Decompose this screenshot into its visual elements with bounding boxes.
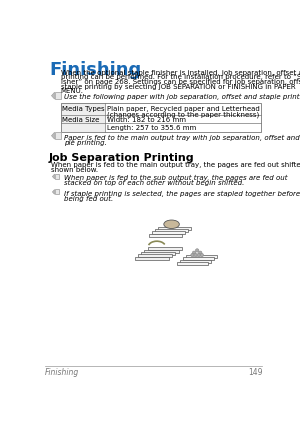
Bar	[158, 227, 191, 230]
Text: Job Separation Printing: Job Separation Printing	[49, 153, 195, 162]
Polygon shape	[52, 133, 55, 140]
Text: When the optional staple finisher is installed, job separation, offset and stapl: When the optional staple finisher is ins…	[61, 69, 300, 75]
Text: MENU.: MENU.	[61, 88, 84, 94]
Text: When paper is fed to the main output tray, the pages are fed out shifted as: When paper is fed to the main output tra…	[52, 162, 300, 168]
Bar	[145, 250, 178, 253]
Circle shape	[194, 254, 197, 257]
Text: (changes according to the paper thickness): (changes according to the paper thicknes…	[107, 111, 260, 118]
Bar	[186, 256, 217, 259]
Bar	[55, 133, 61, 140]
Bar	[177, 262, 208, 265]
Text: Length: 257 to 355.6 mm: Length: 257 to 355.6 mm	[107, 125, 196, 131]
Bar	[55, 190, 59, 195]
Text: Plain paper, Recycled paper and Letterhead: Plain paper, Recycled paper and Letterhe…	[107, 106, 260, 112]
Bar	[141, 252, 175, 256]
Text: Paper is fed to the main output tray with job separation, offset and sta-: Paper is fed to the main output tray wit…	[64, 134, 300, 140]
Text: Media Size: Media Size	[62, 117, 100, 123]
Circle shape	[195, 249, 199, 253]
Text: Use the following paper with job separation, offset and staple printing.: Use the following paper with job separat…	[64, 94, 300, 100]
Bar	[180, 260, 211, 263]
Text: ple printing.: ple printing.	[64, 139, 107, 145]
Bar	[148, 248, 182, 251]
Text: stacked on top of each other without begin shifted.: stacked on top of each other without beg…	[64, 180, 244, 186]
Ellipse shape	[164, 221, 179, 229]
Circle shape	[199, 251, 202, 255]
Bar	[138, 255, 172, 258]
Circle shape	[197, 254, 200, 257]
Text: Finishing: Finishing	[49, 61, 141, 79]
Text: If staple printing is selected, the pages are stapled together before: If staple printing is selected, the page…	[64, 190, 300, 196]
Circle shape	[192, 251, 196, 255]
Polygon shape	[52, 93, 55, 100]
Polygon shape	[52, 190, 55, 195]
Text: printing can be performed. For the installation procedure, refer to “Staple Fin-: printing can be performed. For the insta…	[61, 74, 300, 80]
Text: shown below.: shown below.	[52, 167, 99, 173]
Polygon shape	[52, 175, 55, 179]
Text: isher” on page 268. Settings can be specified for job separation, offset and: isher” on page 268. Settings can be spec…	[61, 79, 300, 85]
Text: Finishing: Finishing	[45, 368, 80, 377]
Bar	[55, 175, 59, 179]
Text: staple printing by selecting JOB SEPARATION or FINISHING in PAPER: staple printing by selecting JOB SEPARAT…	[61, 83, 296, 89]
Bar	[61, 104, 105, 115]
Text: being fed out.: being fed out.	[64, 195, 113, 201]
Text: Width: 182 to 216 mm: Width: 182 to 216 mm	[107, 117, 186, 123]
Text: 149: 149	[248, 368, 262, 377]
Bar	[152, 232, 185, 235]
Bar	[55, 93, 61, 100]
Bar	[61, 104, 261, 132]
Circle shape	[200, 254, 203, 257]
Bar	[155, 229, 188, 233]
Circle shape	[191, 254, 194, 257]
Bar	[135, 257, 169, 260]
Text: Media Types: Media Types	[62, 106, 105, 112]
Bar	[61, 115, 105, 132]
Text: When paper is fed to the sub output tray, the pages are fed out: When paper is fed to the sub output tray…	[64, 175, 287, 181]
Bar	[149, 234, 182, 237]
Bar	[183, 258, 214, 261]
